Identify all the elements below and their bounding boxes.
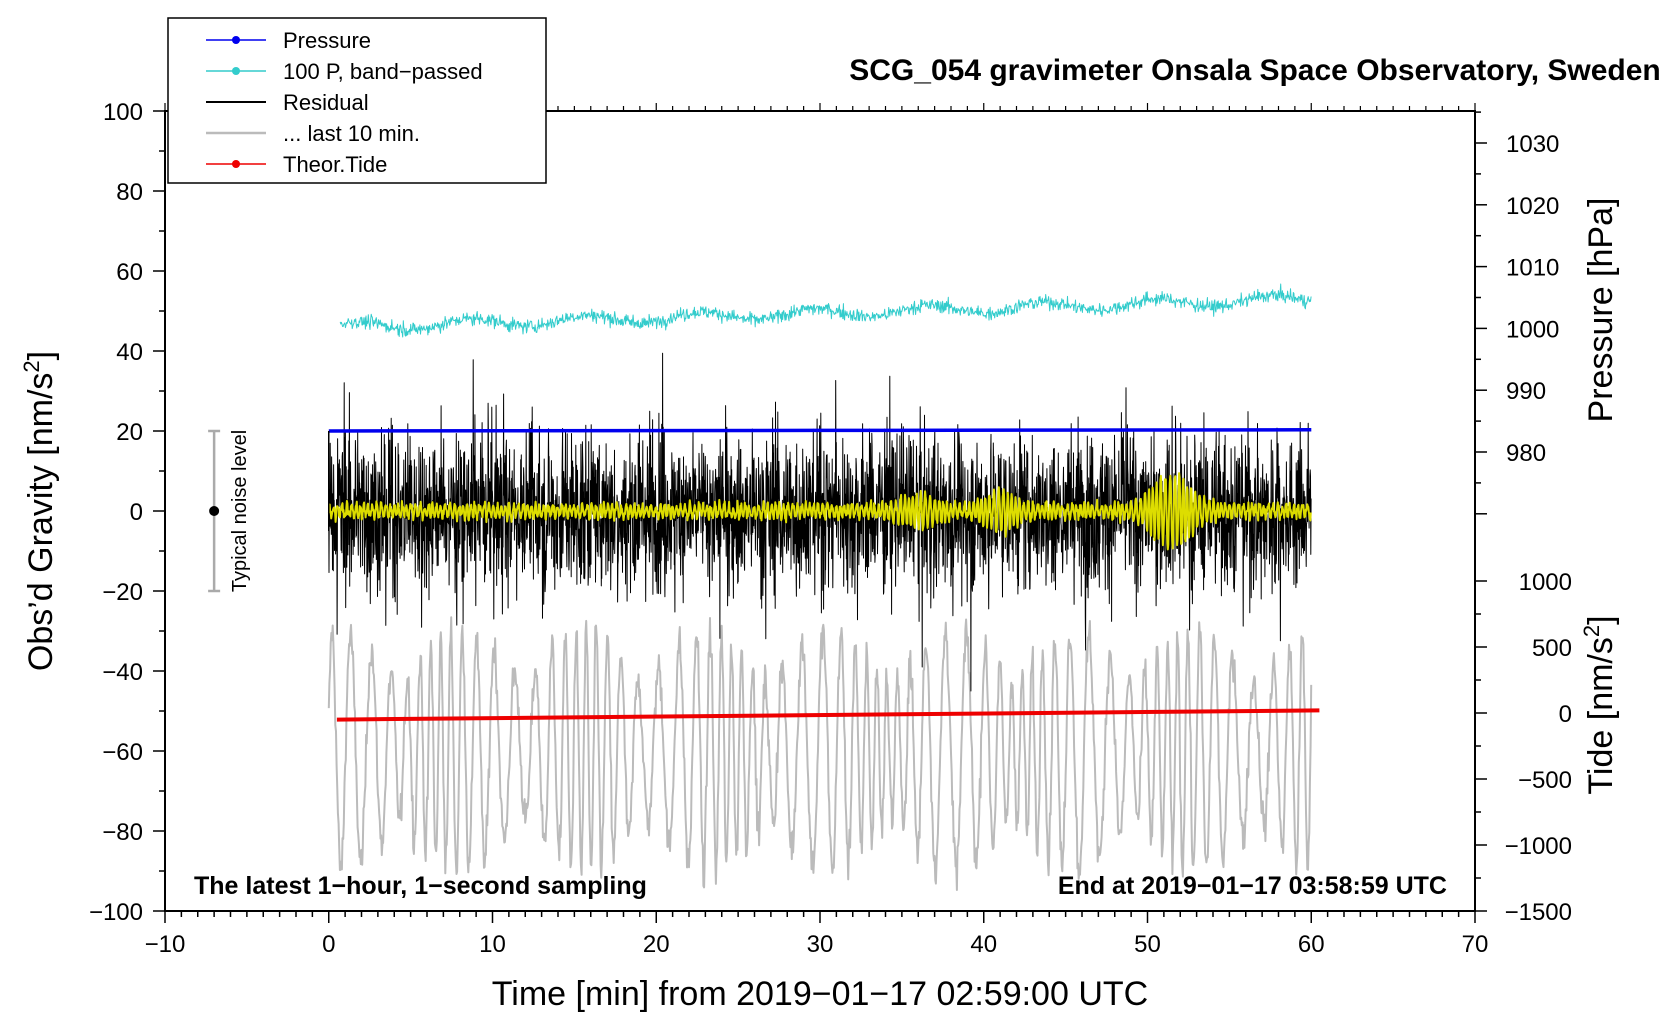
x-axis-title: Time [min] from 2019−01−17 02:59:00 UTC [492,975,1148,1013]
series-band-passed [339,283,1312,338]
legend-marker-band-passed [232,67,240,75]
legend-entry-pressure: Pressure [206,28,371,53]
x-tick-label: 50 [1134,931,1161,958]
data-curves [327,283,1320,891]
y-tick-label: −20 [102,579,143,606]
tide-tick-label: −1500 [1505,899,1572,926]
pressure-tick-label: 1010 [1506,255,1559,282]
y-tick-label: 0 [130,499,143,526]
pressure-tick-label: 1000 [1506,316,1559,343]
y-tick-labels: −100 −80 −60 −40 −20 0 20 40 60 80 100 [89,99,143,926]
legend-entry-last-10-min: ... last 10 min. [206,121,420,146]
y-tick-label: 20 [116,419,143,446]
legend-marker-pressure [232,36,240,44]
y-axis-title-tide: Tide [nm/s2] [1579,615,1620,794]
annotation-sampling: The latest 1−hour, 1−second sampling [194,872,647,900]
x-tick-label: 0 [322,931,335,958]
pressure-tick-label: 1030 [1506,131,1559,158]
x-tick-label: 20 [643,931,670,958]
annotation-end-time: End at 2019−01−17 03:58:59 UTC [1058,872,1447,900]
pressure-tick-label: 990 [1506,378,1546,405]
tide-tick-label: −500 [1518,767,1572,794]
x-tick-label: −10 [145,931,186,958]
y-tick-label: 100 [103,99,143,126]
y-tick-label: 60 [116,259,143,286]
legend-entry-band-passed: 100 P, band−passed [206,59,483,84]
tick-marks [153,103,1487,923]
x-tick-label: 60 [1298,931,1325,958]
pressure-tick-label: 1020 [1506,193,1559,220]
pressure-tick-labels: 980 990 1000 1010 1020 1030 [1506,131,1559,467]
series-residual-smoothed [327,472,1312,551]
legend: Pressure 100 P, band−passed Residual ...… [167,17,547,184]
tide-tick-label: 1000 [1519,569,1572,596]
y-axis-title-left: Obs’d Gravity [nm/s2] [19,351,60,671]
tide-tick-label: −1000 [1505,833,1572,860]
series-pressure [328,428,1312,433]
y-tick-label: 80 [116,179,143,206]
y-tick-label: −100 [89,899,143,926]
y-tick-label: −40 [102,659,143,686]
noise-level-label: Typical noise level [229,430,251,592]
pressure-tick-label: 980 [1506,440,1546,467]
tide-tick-label: 500 [1532,635,1572,662]
series-theor-tide [336,708,1320,722]
legend-box [167,17,547,184]
legend-label-band-passed: 100 P, band−passed [283,59,483,84]
tide-tick-label: 0 [1559,701,1572,728]
x-tick-label: 10 [479,931,506,958]
series-residual [328,352,1312,692]
legend-marker-theor-tide [232,160,240,168]
legend-label-last-10-min: ... last 10 min. [283,121,420,146]
y-axis-title-pressure: Pressure [hPa] [1582,198,1620,423]
x-tick-label: 40 [970,931,997,958]
y-tick-label: −60 [102,739,143,766]
series-last-10-min [327,616,1313,891]
tide-tick-labels: −1500 −1000 −500 0 500 1000 [1505,569,1572,926]
y-tick-label: 40 [116,339,143,366]
legend-label-residual: Residual [283,90,369,115]
noise-level-indicator: Typical noise level [208,429,251,593]
x-tick-labels: −10 0 10 20 30 40 50 60 70 [145,931,1489,958]
legend-entry-theor-tide: Theor.Tide [206,152,387,177]
x-tick-label: 30 [807,931,834,958]
chart-title: SCG_054 gravimeter Onsala Space Observat… [849,54,1660,87]
y-tick-label: −80 [102,819,143,846]
noise-bar-center-dot [209,506,220,516]
x-tick-label: 70 [1462,931,1489,958]
legend-label-theor-tide: Theor.Tide [283,152,387,177]
legend-entry-residual: Residual [206,90,369,115]
legend-label-pressure: Pressure [283,28,371,53]
